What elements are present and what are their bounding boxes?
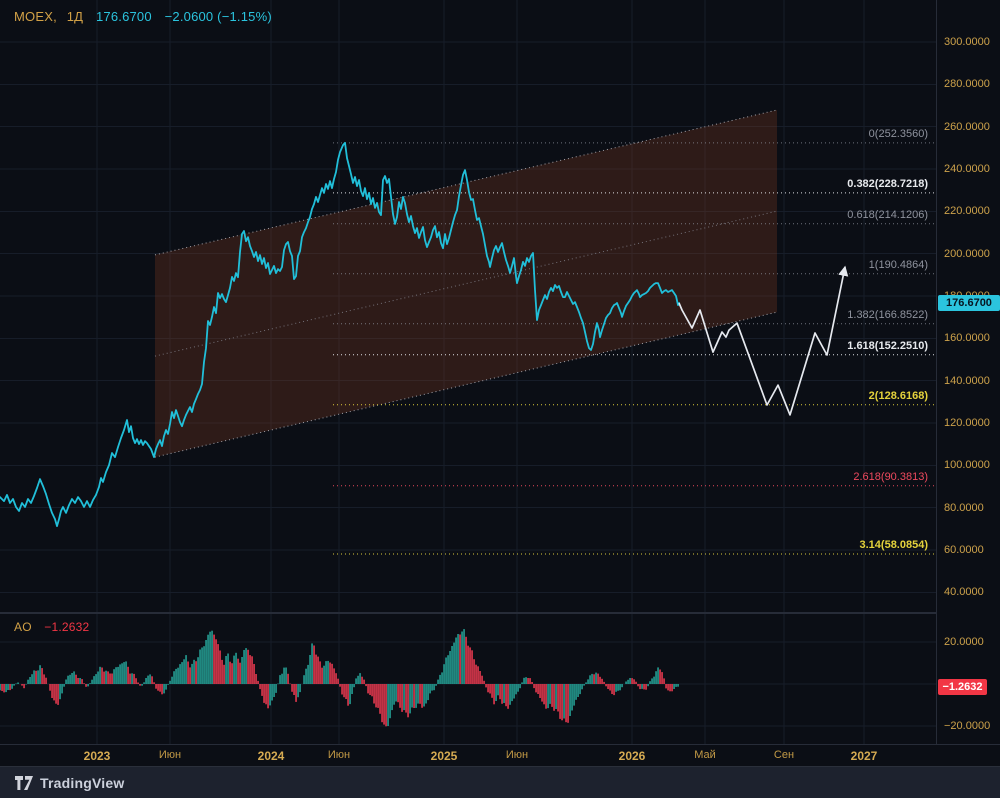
ao-value: −1.2632 bbox=[44, 620, 90, 634]
time-axis-label: 2025 bbox=[430, 749, 458, 763]
price-axis-tick: 80.0000 bbox=[944, 502, 984, 514]
time-axis-label: Июн bbox=[327, 749, 351, 761]
pane-separator[interactable] bbox=[0, 612, 1000, 614]
price-line bbox=[0, 141, 680, 527]
price-axis-tick: 60.0000 bbox=[944, 544, 984, 556]
time-axis-label: 2026 bbox=[618, 749, 646, 763]
fib-level-label: 2.618(90.3813) bbox=[853, 471, 928, 483]
time-axis-label: 2024 bbox=[257, 749, 285, 763]
fib-level-label: 2(128.6168) bbox=[868, 390, 928, 402]
time-axis-label: Сен bbox=[773, 749, 795, 761]
ao-chart-canvas[interactable] bbox=[0, 614, 936, 744]
fib-retracement-drawing[interactable] bbox=[333, 142, 936, 555]
price-axis-tick: 240.0000 bbox=[944, 163, 990, 175]
price-axis-tick: 280.0000 bbox=[944, 78, 990, 90]
time-axis-label: Май bbox=[694, 749, 716, 761]
grid bbox=[0, 0, 936, 612]
price-axis-tick: 260.0000 bbox=[944, 121, 990, 133]
ao-value-badge: −1.2632 bbox=[938, 679, 987, 695]
price-axis-tick: 40.0000 bbox=[944, 586, 984, 598]
fib-level-label: 0.382(228.7218) bbox=[847, 178, 928, 190]
price-change-value: −2.0600 (−1.15%) bbox=[164, 9, 272, 24]
projection-path-drawing[interactable] bbox=[678, 265, 849, 416]
last-price-value: 176.6700 bbox=[95, 9, 152, 24]
ao-axis-tick: 20.0000 bbox=[944, 636, 984, 648]
symbol-name[interactable]: MOEX, bbox=[14, 9, 57, 24]
footer-bar: TradingView bbox=[0, 766, 1000, 798]
price-pane[interactable]: MOEX, 1Д 176.6700 −2.0600 (−1.15%) 0(252… bbox=[0, 0, 936, 612]
fib-level-label: 1.382(166.8522) bbox=[847, 309, 928, 321]
fib-channel-drawing[interactable] bbox=[154, 109, 778, 458]
time-axis[interactable]: 2023 Июн 2024 Июн 2025 Июн 2026 Май Сен 2027 bbox=[0, 744, 1000, 766]
ao-legend[interactable]: AO −1.2632 bbox=[14, 620, 89, 634]
price-chart-canvas[interactable] bbox=[0, 0, 936, 612]
time-axis-label: Июн bbox=[505, 749, 529, 761]
fib-level-label: 3.14(58.0854) bbox=[859, 539, 929, 551]
fib-level-label: 1.618(152.2510) bbox=[847, 340, 928, 352]
price-axis-tick: 300.0000 bbox=[944, 36, 990, 48]
tradingview-logo-icon[interactable] bbox=[14, 775, 34, 791]
interval-label[interactable]: 1Д bbox=[66, 9, 84, 24]
symbol-legend[interactable]: MOEX, 1Д 176.6700 −2.0600 (−1.15%) bbox=[14, 9, 272, 24]
price-axis-tick: 100.0000 bbox=[944, 459, 990, 471]
price-axis-tick: 200.0000 bbox=[944, 248, 990, 260]
time-axis-label: 2023 bbox=[83, 749, 111, 763]
time-axis-label: Июн bbox=[158, 749, 182, 761]
fib-level-label: 1(190.4864) bbox=[868, 259, 928, 271]
ao-histogram bbox=[0, 629, 679, 727]
price-axis-tick: 140.0000 bbox=[944, 375, 990, 387]
fib-level-label: 0(252.3560) bbox=[868, 128, 928, 140]
price-axis-tick: 120.0000 bbox=[944, 417, 990, 429]
time-axis-label: 2027 bbox=[850, 749, 878, 763]
ao-axis-tick: −20.0000 bbox=[944, 720, 991, 732]
price-axis[interactable]: 300.0000 280.0000 260.0000 240.0000 220.0000… bbox=[936, 0, 1000, 744]
price-axis-tick: 160.0000 bbox=[944, 332, 990, 344]
fib-level-label: 0.618(214.1206) bbox=[847, 209, 928, 221]
ao-indicator-pane[interactable]: AO −1.2632 bbox=[0, 614, 936, 744]
ao-name[interactable]: AO bbox=[14, 620, 32, 634]
price-axis-tick: 220.0000 bbox=[944, 205, 990, 217]
tradingview-brand-text[interactable]: TradingView bbox=[40, 775, 125, 791]
last-price-badge: 176.6700 bbox=[938, 295, 1000, 311]
